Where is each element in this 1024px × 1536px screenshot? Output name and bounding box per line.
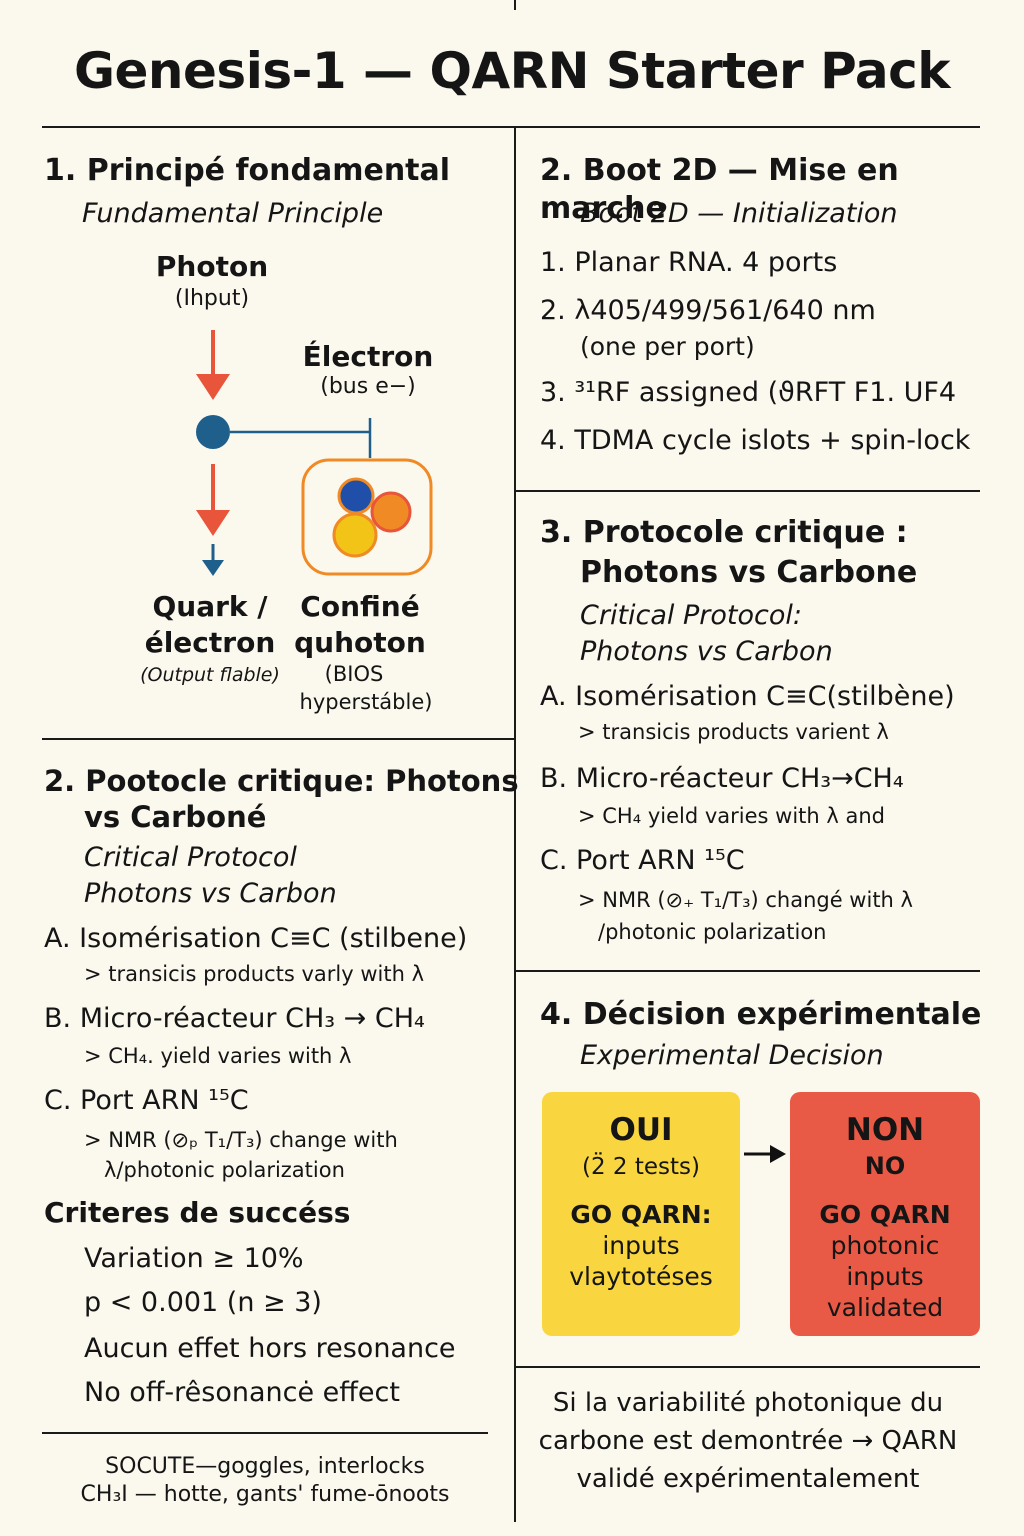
right-divider-1 [516, 490, 980, 492]
right-protocol-heading-line1: 3. Protocole critique : [540, 515, 908, 550]
criteria-heading: Criteres de succéss [44, 1196, 351, 1229]
photon-node [196, 415, 230, 449]
boot-item-2-note: (one per port) [580, 332, 755, 361]
left-protocol-heading-line1: 2. Pootocle critique: Photons [44, 764, 519, 798]
oui-test-count: (2̈ 2 tests) [582, 1154, 700, 1180]
boot-item-4: 4. TDMA cycle islots + spin-lock [540, 425, 971, 456]
boot-subtitle: Boot 2D — Initialization [580, 198, 898, 229]
right-item-a: A. Isomérisation C≡C(stilbène) [540, 681, 955, 712]
right-protocol-subtitle-line2: Photons vs Carbon [580, 636, 833, 667]
oui-line-2: vlaytotéses [569, 1262, 713, 1291]
left-item-b: B. Micro-réacteur CH₃ → CH₄ [44, 1003, 425, 1034]
principle-diagram [196, 330, 433, 576]
quark-note: (Output flable) [140, 664, 280, 686]
section-1-subtitle: Fundamental Principle [82, 198, 384, 229]
left-protocol-heading-line2: vs Carboné [84, 800, 267, 834]
non-label-english: NO [864, 1152, 906, 1180]
oui-label: OUI [609, 1112, 673, 1148]
photon-label: Photon [155, 250, 269, 283]
top-tick [514, 0, 516, 10]
left-item-a-note: > transicis products varly with λ [84, 962, 424, 986]
criteria-line-2: p < 0.001 (n ≥ 3) [84, 1287, 322, 1318]
section-1-heading: 1. Principé fondamental [44, 153, 451, 188]
right-item-b: B. Micro-réacteur CH₃→CH₄ [540, 763, 904, 794]
electron-note: (bus e−) [320, 374, 416, 399]
oui-line-1: inputs [602, 1231, 680, 1260]
right-protocol-subtitle-line1: Critical Protocol: [580, 600, 802, 631]
yellow-quark-icon [332, 512, 378, 558]
page-title: Genesis-1 — QARN Starter Pack [73, 42, 951, 100]
decision-subtitle: Experimental Decision [580, 1040, 884, 1071]
left-item-c-note-line1: > NMR (⊘ₚ T₁/T₃) change with [84, 1128, 398, 1152]
blue-quark-icon [337, 477, 375, 515]
non-go-label: GO QARN [819, 1200, 951, 1229]
confine-label-line1: Confiné [300, 590, 420, 623]
criteria-line-3: Aucun effet hors resonance [84, 1333, 456, 1364]
right-divider-2 [516, 970, 980, 972]
right-divider-3 [516, 1366, 980, 1368]
non-line-3: validated [826, 1293, 944, 1322]
non-decision-box: NON NO GO QARN photonic inputs validated [790, 1092, 980, 1336]
quark-label-line1: Quark / [152, 590, 268, 623]
non-line-1: photonic [830, 1231, 940, 1260]
output-arrow [196, 464, 230, 536]
electron-label: Électron [302, 340, 434, 373]
decision-arrow-icon [744, 1145, 786, 1163]
right-item-b-note: > CH₄ yield varies with λ and [578, 804, 885, 828]
conclusion-line-3: validé expérimentalement [576, 1464, 920, 1494]
quark-label-line2: électron [144, 626, 276, 659]
left-item-a: A. Isomérisation C≡C (stilbene) [44, 923, 468, 954]
criteria-line-1: Variation ≥ 10% [84, 1243, 304, 1274]
title-divider [42, 126, 980, 128]
conclusion-line-2: carbone est demontrée → QARN [538, 1426, 958, 1456]
decision-heading: 4. Décision expérimentale [540, 997, 982, 1032]
conclusion-line-1: Si la variabilité photonique du [552, 1388, 944, 1418]
left-protocol-subtitle-line2: Photons vs Carbon [84, 878, 337, 909]
oui-decision-box: OUI (2̈ 2 tests) GO QARN: inputs vlaytot… [542, 1092, 740, 1336]
photon-note: (Ihput) [174, 286, 250, 311]
right-item-c-note-line1: > NMR (⊘₊ T₁/T₃) changé with λ [578, 888, 913, 912]
input-arrow [196, 330, 230, 400]
left-item-c: C. Port ARN ¹⁵C [44, 1085, 249, 1116]
boot-item-3: 3. ³¹RF assigned (ϑRFT F1. UF4 [540, 377, 957, 408]
orange-quark-icon [370, 491, 412, 533]
column-divider [514, 128, 516, 1522]
right-protocol-heading-line2: Photons vs Carbone [580, 555, 918, 590]
safety-line-2: CH₃I — hotte, gants' fume-ōnoots [80, 1482, 450, 1507]
criteria-line-4: No off-rêsonancė effect [84, 1377, 400, 1408]
left-divider-2 [42, 1432, 488, 1434]
right-item-a-note: > transicis products varient λ [578, 720, 889, 744]
left-divider-1 [42, 738, 514, 740]
right-item-c: C. Port ARN ¹⁵C [540, 845, 745, 876]
small-down-arrow-icon [202, 544, 224, 576]
left-item-b-note: > CH₄. yield varies with λ [84, 1044, 352, 1068]
boot-item-1: 1. Planar RNA. 4 ports [540, 247, 838, 278]
left-item-c-note-line2: λ/photonic polarization [104, 1158, 345, 1182]
confine-label-line2: quhoton [294, 626, 426, 659]
non-label: NON [845, 1112, 925, 1148]
left-protocol-subtitle-line1: Critical Protocol [84, 842, 297, 873]
confine-note-line1: (BIOS [324, 662, 384, 686]
boot-heading: 2. Boot 2D — Mise en marche [540, 153, 899, 226]
safety-line-1: SOCUTE—goggles, interlocks [105, 1454, 425, 1479]
confine-note-line2: hyperstáble) [299, 690, 433, 714]
boot-item-2: 2. λ405/499/561/640 nm [540, 295, 876, 326]
non-line-2: inputs [846, 1262, 924, 1291]
oui-go-label: GO QARN: [570, 1200, 712, 1229]
right-item-c-note-line2: /photonic polarization [598, 920, 827, 944]
